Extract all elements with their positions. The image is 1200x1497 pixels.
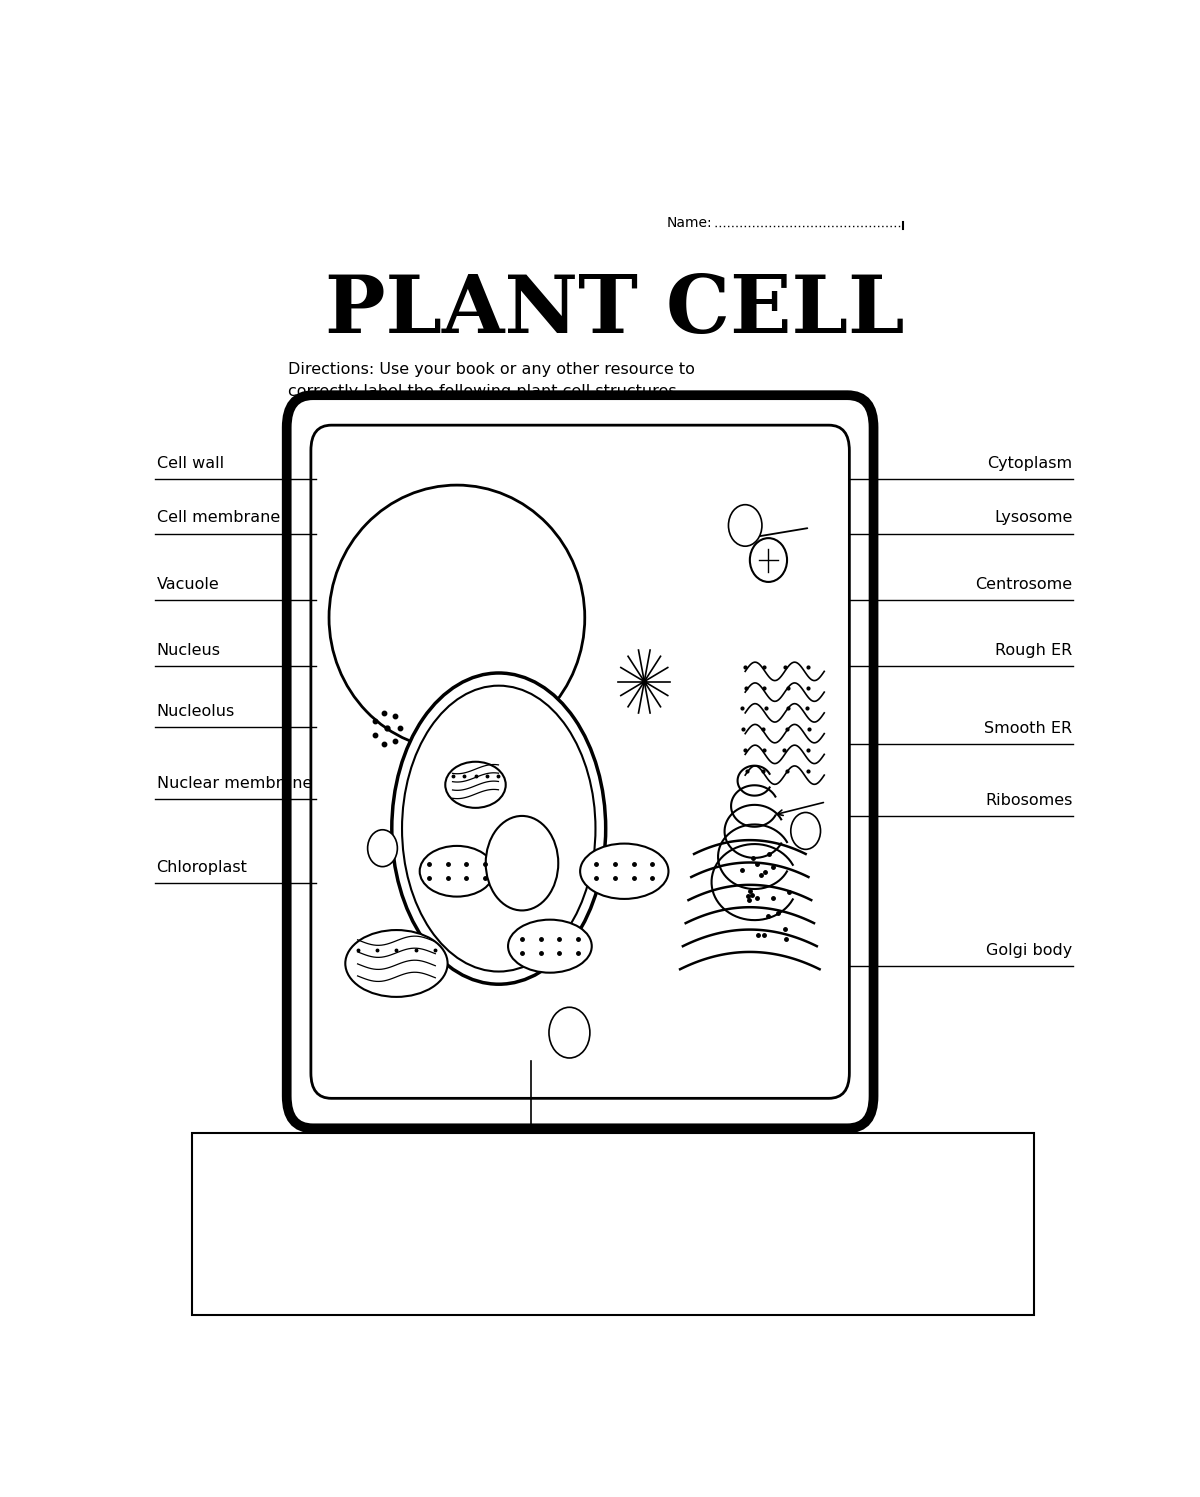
Ellipse shape: [445, 762, 505, 808]
Text: Nucleolus: Nucleolus: [156, 704, 235, 719]
Ellipse shape: [402, 686, 595, 972]
Circle shape: [367, 829, 397, 867]
Text: Rough ER: Rough ER: [995, 644, 1073, 659]
Text: Lysosome: Lysosome: [994, 510, 1073, 525]
FancyBboxPatch shape: [192, 1133, 1033, 1314]
Text: Chloroplast: Chloroplast: [156, 859, 247, 874]
Text: Directions: Use your book or any other resource to
correctly label the following: Directions: Use your book or any other r…: [288, 362, 695, 400]
Text: PLANT CELL: PLANT CELL: [325, 272, 905, 350]
Circle shape: [728, 504, 762, 546]
Ellipse shape: [420, 846, 494, 897]
Text: Nucleus: Nucleus: [156, 644, 221, 659]
Text: Mitochondrion: Mitochondrion: [517, 1142, 632, 1157]
Text: Cytoplasm: Cytoplasm: [988, 457, 1073, 472]
Ellipse shape: [486, 816, 558, 910]
Ellipse shape: [750, 537, 787, 582]
Text: Centrosome: Centrosome: [976, 578, 1073, 593]
Text: Smooth ER: Smooth ER: [984, 722, 1073, 737]
Text: Name:: Name:: [666, 217, 712, 231]
Text: Nuclear membrane: Nuclear membrane: [156, 775, 312, 790]
Text: Vacuole: Vacuole: [156, 578, 220, 593]
Ellipse shape: [346, 930, 448, 997]
Ellipse shape: [329, 485, 584, 750]
Text: Cell wall: Cell wall: [156, 457, 223, 472]
Ellipse shape: [580, 844, 668, 898]
Text: cell membrane, centrosome, cytoplasm, Golgi body, lysosome,
mitochondrion, nucle: cell membrane, centrosome, cytoplasm, Go…: [214, 1148, 749, 1248]
Text: Golgi body: Golgi body: [986, 943, 1073, 958]
Text: Ribosomes: Ribosomes: [985, 793, 1073, 808]
Ellipse shape: [508, 919, 592, 973]
Circle shape: [791, 813, 821, 849]
Ellipse shape: [391, 674, 606, 984]
Circle shape: [548, 1007, 590, 1058]
Text: Cell membrane: Cell membrane: [156, 510, 280, 525]
